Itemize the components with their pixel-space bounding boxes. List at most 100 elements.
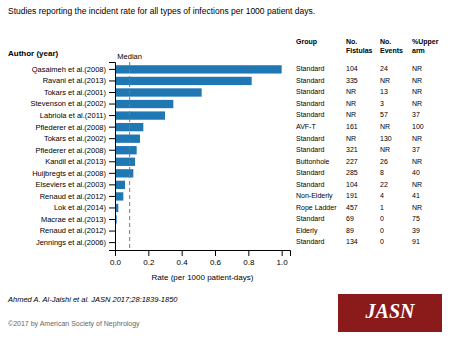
tick-label: Huijbregts et al.(2008) bbox=[32, 169, 106, 178]
table-cell: Standard bbox=[296, 77, 325, 84]
bar bbox=[115, 146, 137, 154]
table-cell: NR bbox=[380, 146, 390, 153]
tick: Renaud et al.(2012) bbox=[40, 226, 115, 235]
table-cell: 285 bbox=[346, 169, 358, 176]
tick: Lok et al.(2014) bbox=[54, 203, 115, 212]
median-line bbox=[129, 62, 130, 250]
table-cell: 1 bbox=[380, 204, 384, 211]
tick: Pflederer et al.(2008) bbox=[36, 123, 115, 132]
table-header: No.Fistulas bbox=[346, 38, 373, 54]
bar bbox=[115, 88, 202, 96]
logo: JASN bbox=[338, 294, 442, 332]
bar bbox=[115, 77, 252, 85]
table-cell: 161 bbox=[346, 123, 358, 130]
table-cell: 3 bbox=[380, 100, 384, 107]
tick: Stevenson et al.(2002) bbox=[31, 99, 115, 108]
table-cell: Standard bbox=[296, 65, 325, 72]
table-cell: 227 bbox=[346, 158, 358, 165]
bar bbox=[115, 135, 140, 143]
table-cell: 130 bbox=[380, 135, 392, 142]
tick-label: Pflederer et al.(2008) bbox=[36, 123, 107, 132]
tick: Ravani et al.(2013) bbox=[43, 76, 115, 85]
tick-label: 0.6 bbox=[210, 258, 222, 267]
table-cell: 37 bbox=[412, 146, 420, 153]
tick-label: Renaud et al.(2012) bbox=[40, 192, 107, 201]
tick: Tokars et al.(2001) bbox=[44, 88, 115, 97]
table-cell: Standard bbox=[296, 88, 325, 95]
tick: Kandil et al.(2013) bbox=[45, 157, 115, 166]
tick: Macrae et al.(2013) bbox=[41, 215, 115, 224]
bar bbox=[115, 169, 133, 177]
bar bbox=[115, 65, 282, 73]
chart: Studies reporting the incident rate for … bbox=[0, 0, 450, 338]
table-cell: NR bbox=[412, 135, 422, 142]
table-cell: NR bbox=[346, 88, 356, 95]
tick-label: 0.2 bbox=[143, 258, 155, 267]
tick-label: Qasaimeh et al.(2008) bbox=[32, 65, 107, 74]
table-cell: NR bbox=[412, 100, 422, 107]
table-cell: 191 bbox=[346, 192, 358, 199]
table-cell: Standard bbox=[296, 100, 325, 107]
table-cell: 0 bbox=[380, 227, 384, 234]
title: Studies reporting the incident rate for … bbox=[8, 6, 315, 16]
tick: Huijbregts et al.(2008) bbox=[32, 169, 115, 178]
tick-mark bbox=[248, 250, 249, 256]
table-cell: NR bbox=[346, 135, 356, 142]
tick-mark bbox=[148, 250, 149, 256]
table-cell: NR bbox=[380, 77, 390, 84]
tick: 1.0 bbox=[277, 250, 289, 267]
tick: Elseviers et al.(2003) bbox=[36, 180, 115, 189]
tick-mark bbox=[109, 207, 115, 208]
tick: 0.6 bbox=[210, 250, 222, 267]
table-cell: 134 bbox=[346, 238, 358, 245]
table-cell: AVF-T bbox=[296, 123, 316, 130]
table-cell: Non-Elderly bbox=[296, 192, 333, 200]
table-cell: Standard bbox=[296, 146, 325, 153]
tick-mark bbox=[109, 231, 115, 232]
table-cell: 75 bbox=[412, 215, 420, 222]
table-cell: 39 bbox=[412, 227, 420, 234]
table-cell: Standard bbox=[296, 181, 325, 188]
copyright: ©2017 by American Society of Nephrology bbox=[8, 320, 140, 328]
table-cell: 104 bbox=[346, 181, 358, 188]
tick-label: Macrae et al.(2013) bbox=[41, 215, 107, 224]
table-cell: 22 bbox=[380, 181, 388, 188]
tick-label: 1.0 bbox=[277, 258, 289, 267]
bar bbox=[115, 192, 123, 200]
table-cell: 24 bbox=[380, 65, 388, 72]
tick: Labriola et al.(2011) bbox=[40, 111, 115, 120]
table-cell: NR bbox=[412, 77, 422, 84]
tick-mark bbox=[109, 92, 115, 93]
table-cell: NR bbox=[346, 111, 356, 118]
tick-label: 0.0 bbox=[110, 258, 122, 267]
bar bbox=[115, 100, 173, 108]
tick-mark bbox=[109, 127, 115, 128]
axis-line bbox=[116, 251, 291, 257]
tick-label: Kandil et al.(2013) bbox=[45, 157, 106, 166]
bar bbox=[115, 181, 125, 189]
table-cell: NR bbox=[380, 123, 390, 130]
bar bbox=[115, 123, 143, 131]
table-cell: NR bbox=[412, 158, 422, 165]
tick-mark bbox=[109, 115, 115, 116]
table-cell: 13 bbox=[380, 88, 388, 95]
tick-mark bbox=[109, 184, 115, 185]
tick-mark bbox=[109, 138, 115, 139]
table-cell: 335 bbox=[346, 77, 358, 84]
table-cell: 40 bbox=[412, 169, 420, 176]
category-header: Author (year) bbox=[8, 49, 59, 58]
tick-mark bbox=[182, 250, 183, 256]
table-cell: Standard bbox=[296, 111, 325, 118]
logo-text: JASN bbox=[365, 300, 416, 322]
table-cell: 89 bbox=[346, 227, 354, 234]
table-cell: 37 bbox=[412, 111, 420, 118]
table-header: No.Events bbox=[380, 38, 403, 54]
table-cell: NR bbox=[346, 100, 356, 107]
tick-label: Labriola et al.(2011) bbox=[40, 111, 107, 120]
table-cell: NR bbox=[412, 88, 422, 95]
tick-label: Pflederer et al.(2008) bbox=[36, 146, 107, 155]
tick-mark bbox=[109, 80, 115, 81]
table-cell: 0 bbox=[380, 215, 384, 222]
tick-mark bbox=[109, 219, 115, 220]
axis-line bbox=[109, 63, 116, 251]
